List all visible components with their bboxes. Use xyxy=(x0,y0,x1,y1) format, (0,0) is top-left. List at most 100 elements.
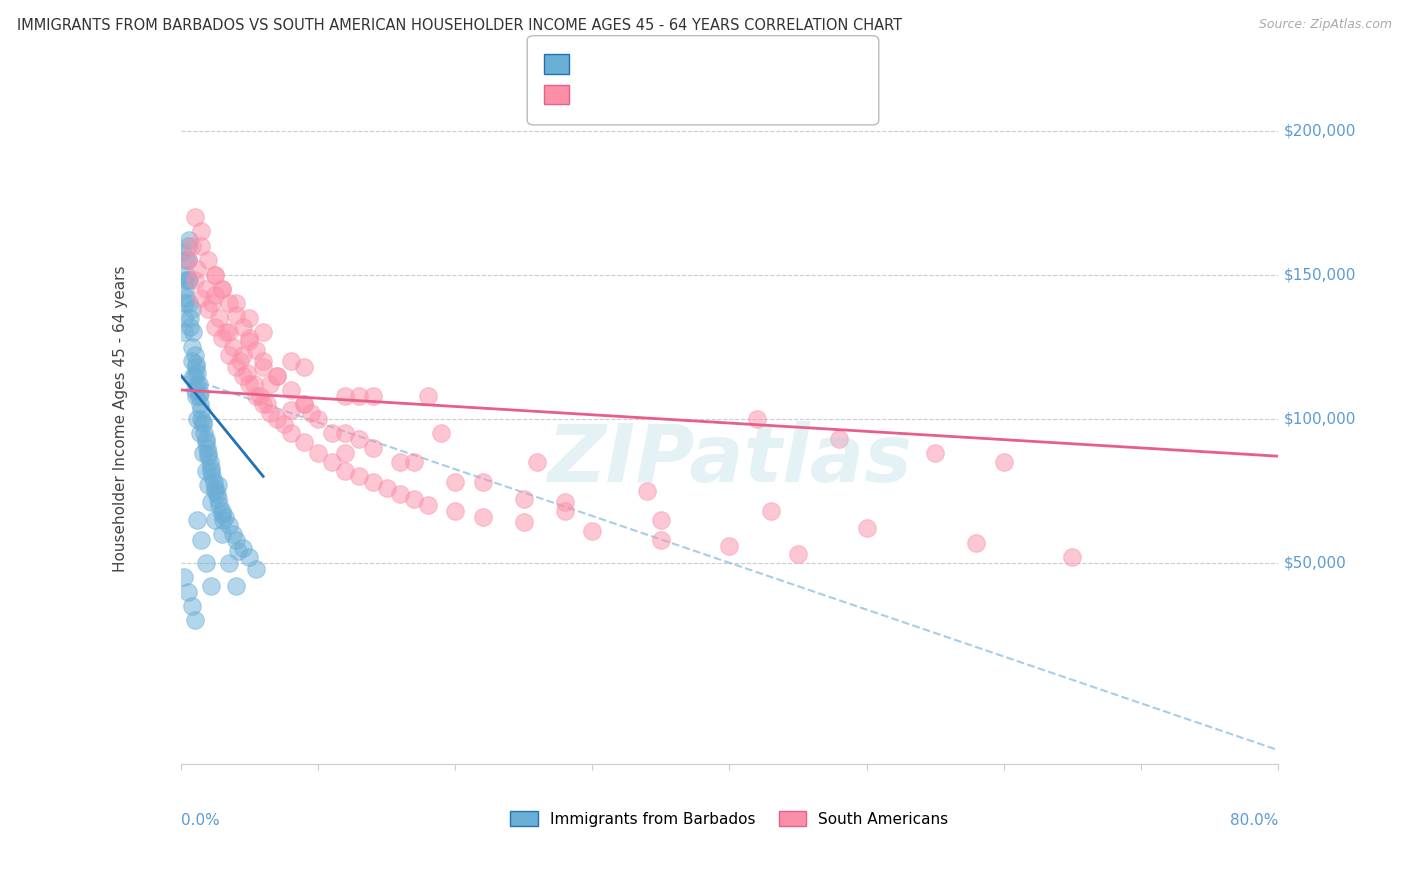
Point xyxy=(184,389,207,403)
Point xyxy=(245,389,267,403)
Point xyxy=(211,527,233,541)
Point xyxy=(204,481,226,495)
Point xyxy=(208,498,231,512)
Point xyxy=(375,481,398,495)
Point xyxy=(249,389,271,403)
Text: $150,000: $150,000 xyxy=(1284,268,1355,282)
Point xyxy=(266,411,288,425)
Point xyxy=(194,464,217,478)
Point xyxy=(225,579,247,593)
Point xyxy=(211,282,233,296)
Point xyxy=(184,359,207,374)
Point xyxy=(361,441,384,455)
Point xyxy=(188,426,211,441)
Point xyxy=(200,464,222,478)
Point xyxy=(321,426,343,441)
Point xyxy=(218,326,240,340)
Point xyxy=(335,389,357,403)
Point xyxy=(183,273,205,287)
Point xyxy=(177,273,200,287)
Point xyxy=(471,475,494,489)
Point xyxy=(252,397,274,411)
Point xyxy=(183,348,205,362)
Point xyxy=(238,334,260,348)
Point xyxy=(191,417,214,432)
Point xyxy=(650,512,672,526)
Point xyxy=(259,406,281,420)
Point xyxy=(416,498,439,512)
Point xyxy=(190,291,212,305)
Point xyxy=(218,348,240,362)
Point xyxy=(200,579,222,593)
Point xyxy=(194,556,217,570)
Point xyxy=(238,549,260,564)
Point xyxy=(191,446,214,460)
Point xyxy=(204,288,226,302)
Point xyxy=(177,233,200,247)
Point xyxy=(186,512,208,526)
Point xyxy=(173,326,195,340)
Point xyxy=(235,366,257,380)
Point xyxy=(197,253,219,268)
Point xyxy=(444,475,467,489)
Point xyxy=(191,415,214,429)
Point xyxy=(177,273,200,287)
Point xyxy=(183,368,205,383)
Text: 80.0%: 80.0% xyxy=(1230,813,1278,828)
Point xyxy=(197,478,219,492)
Point xyxy=(187,377,209,392)
Point xyxy=(759,504,782,518)
Point xyxy=(177,296,200,310)
Point xyxy=(205,486,228,500)
Point xyxy=(512,516,534,530)
Point xyxy=(180,302,202,317)
Point xyxy=(195,441,218,455)
Point xyxy=(186,366,208,380)
Point xyxy=(245,343,267,357)
Point xyxy=(214,509,236,524)
Text: 0.0%: 0.0% xyxy=(181,813,219,828)
Point xyxy=(204,512,226,526)
Point xyxy=(471,509,494,524)
Legend: Immigrants from Barbados, South Americans: Immigrants from Barbados, South American… xyxy=(505,805,955,833)
Point xyxy=(222,527,245,541)
Point xyxy=(180,599,202,613)
Point xyxy=(299,406,322,420)
Point xyxy=(188,397,211,411)
Point xyxy=(280,383,302,397)
Point xyxy=(229,354,252,368)
Point xyxy=(188,385,211,400)
Point xyxy=(215,326,238,340)
Point xyxy=(181,368,204,383)
Point xyxy=(194,282,217,296)
Point xyxy=(208,310,231,325)
Point xyxy=(180,354,202,368)
Text: $50,000: $50,000 xyxy=(1284,556,1347,570)
Point xyxy=(193,426,215,441)
Point xyxy=(190,411,212,425)
Point xyxy=(177,239,200,253)
Point xyxy=(828,432,851,446)
Point xyxy=(204,268,226,282)
Point xyxy=(292,434,315,449)
Point xyxy=(238,377,260,392)
Point xyxy=(190,239,212,253)
Point xyxy=(347,469,370,483)
Point xyxy=(242,377,264,392)
Point xyxy=(183,210,205,224)
Point xyxy=(186,261,208,276)
Point xyxy=(361,475,384,489)
Point xyxy=(416,389,439,403)
Point xyxy=(180,340,202,354)
Point xyxy=(174,296,197,310)
Point xyxy=(232,319,254,334)
Point xyxy=(430,426,453,441)
Point xyxy=(177,584,200,599)
Point xyxy=(194,434,217,449)
Text: Source: ZipAtlas.com: Source: ZipAtlas.com xyxy=(1258,18,1392,31)
Point xyxy=(307,446,329,460)
Point xyxy=(174,273,197,287)
Point xyxy=(347,389,370,403)
Point xyxy=(204,483,226,498)
Point xyxy=(190,224,212,238)
